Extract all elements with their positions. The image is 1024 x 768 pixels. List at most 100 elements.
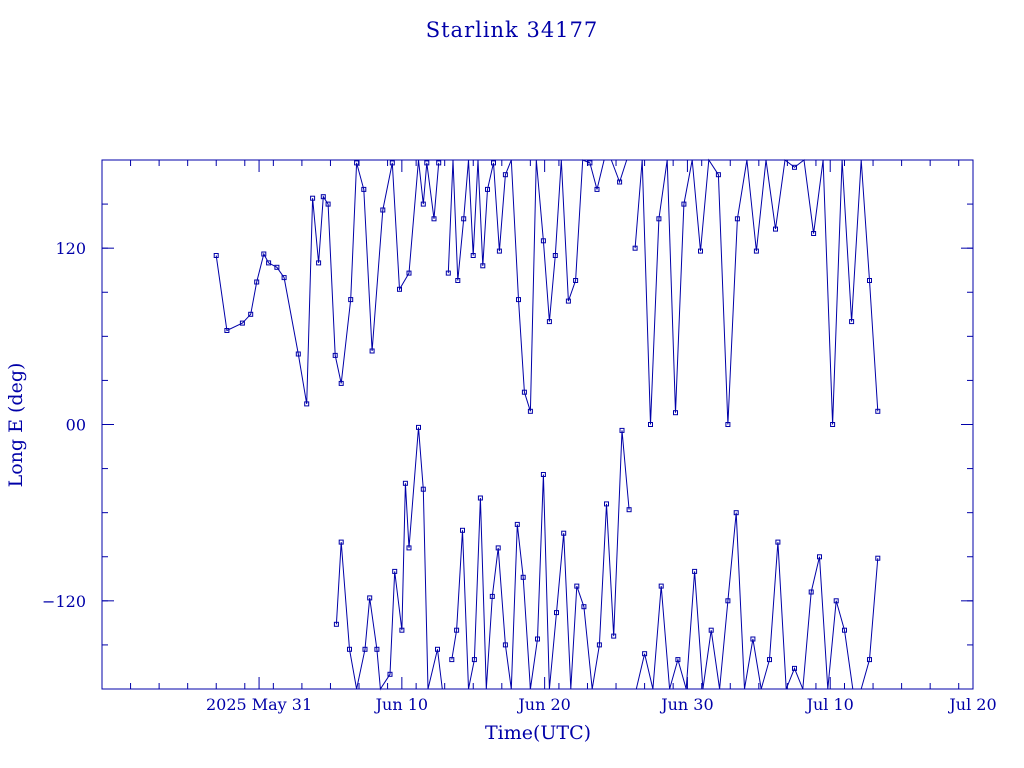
data-point [416, 424, 421, 430]
data-point [431, 216, 437, 222]
data-point [325, 201, 331, 207]
x-tick-label: Jul 10 [805, 695, 854, 714]
data-point [698, 248, 703, 254]
data-point [514, 521, 520, 527]
data-point [867, 278, 872, 283]
x-axis-label: Time(UTC) [485, 722, 591, 744]
plot-frame [101, 159, 974, 690]
series-lines [215, 158, 879, 691]
data-point [658, 583, 664, 589]
data-point [842, 627, 847, 633]
x-tick-label: Jun 30 [659, 695, 713, 714]
data-point [502, 172, 508, 178]
data-point [239, 320, 245, 326]
data-point [604, 501, 609, 507]
series-line [451, 430, 630, 690]
data-point [274, 264, 280, 270]
axis-ticks [101, 159, 974, 690]
data-point [734, 216, 740, 222]
data-point [480, 263, 486, 269]
series-line [634, 158, 879, 425]
data-point [619, 427, 625, 433]
data-point [304, 401, 310, 407]
y-axis-label: Long E (deg) [5, 363, 27, 488]
data-point [587, 160, 593, 166]
data-point [811, 231, 817, 236]
data-point [867, 657, 872, 663]
data-point [733, 510, 739, 516]
data-point [406, 270, 412, 276]
data-point [248, 311, 254, 317]
data-point [347, 646, 352, 652]
data-point [496, 248, 502, 254]
series-line [447, 159, 628, 412]
data-point [449, 657, 455, 663]
data-point [338, 539, 344, 545]
data-point [333, 621, 339, 627]
data-point [380, 207, 386, 213]
data-point [849, 319, 855, 325]
data-point [552, 253, 558, 258]
data-point [817, 554, 822, 560]
data-point [224, 328, 230, 333]
data-point [310, 195, 316, 201]
data-point [332, 352, 338, 358]
data-point [261, 251, 267, 257]
data-point [611, 633, 617, 639]
data-point [348, 297, 354, 303]
data-point [767, 657, 772, 663]
data-point [295, 351, 301, 357]
data-point [773, 226, 778, 232]
data-point [830, 422, 836, 427]
data-point [808, 589, 814, 595]
y-tick-label: 00 [66, 416, 86, 435]
data-point [833, 598, 839, 604]
data-point [316, 260, 322, 266]
data-point [875, 408, 881, 414]
data-point [546, 319, 552, 325]
data-point [792, 665, 797, 671]
data-point [656, 216, 662, 222]
data-point [367, 595, 373, 601]
data-point [461, 216, 467, 222]
y-tick-label: −120 [42, 592, 86, 611]
data-point [581, 604, 587, 610]
data-point [361, 186, 367, 192]
data-point [424, 160, 430, 166]
data-point [387, 671, 393, 677]
x-tick-label: Jun 10 [374, 695, 428, 714]
data-point [489, 593, 495, 599]
data-point [573, 278, 579, 283]
data-point [354, 160, 360, 166]
data-point [460, 527, 465, 533]
data-point [792, 164, 797, 170]
data-point [540, 472, 546, 477]
data-point [708, 627, 714, 633]
data-point [725, 422, 731, 427]
data-point [617, 179, 623, 185]
data-point [594, 186, 600, 192]
data-point [540, 238, 546, 244]
data-point [266, 260, 272, 266]
data-point [436, 160, 442, 166]
data-point [753, 248, 759, 254]
data-point [725, 598, 731, 604]
data-point [477, 495, 483, 501]
data-point [435, 646, 440, 652]
series-line [635, 512, 879, 690]
data-point [213, 253, 219, 258]
data-point [392, 568, 398, 574]
data-point [673, 410, 678, 416]
data-point [495, 545, 501, 551]
data-point [681, 201, 687, 207]
data-point [675, 657, 681, 663]
data-point [320, 194, 326, 200]
data-point [399, 627, 405, 633]
data-point [362, 646, 368, 652]
data-point [574, 583, 580, 589]
data-point [520, 574, 526, 580]
data-point [454, 627, 460, 633]
data-point [692, 568, 698, 574]
data-point [521, 389, 527, 395]
